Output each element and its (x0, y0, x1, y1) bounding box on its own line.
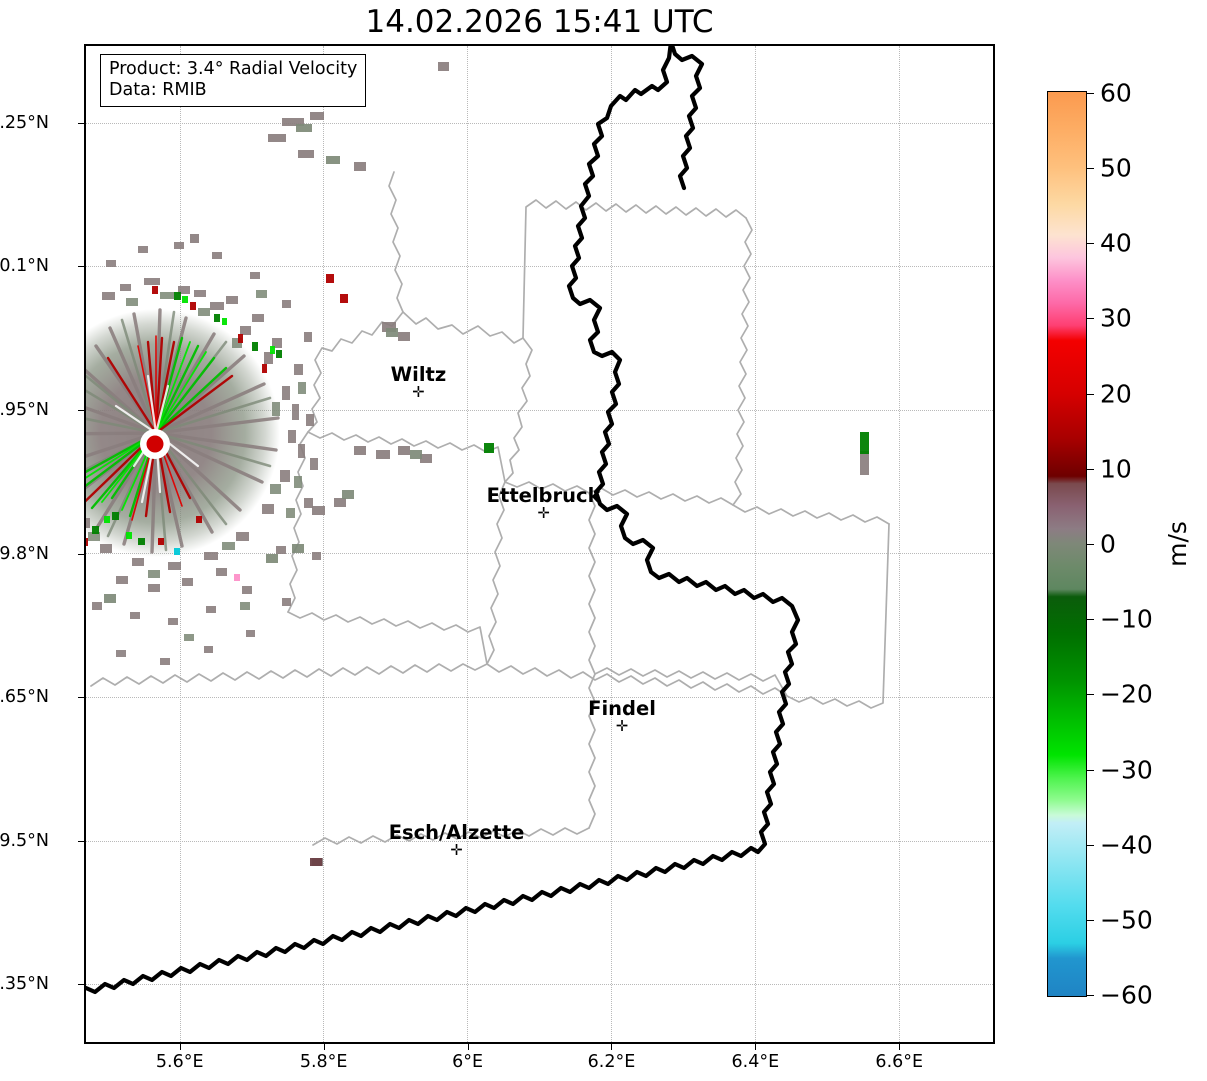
y-axis-tick-mark (78, 553, 84, 555)
city-label-esch-alzette: Esch/Alzette ✛ (388, 821, 525, 860)
gridline-horizontal (86, 553, 993, 555)
product-info-box: Product: 3.4° Radial Velocity Data: RMIB (100, 54, 367, 107)
gridline-vertical (467, 46, 469, 1042)
city-name: Ettelbruck (486, 484, 601, 508)
city-marker-icon: ✛ (450, 841, 463, 860)
isolated-echoes (190, 62, 869, 866)
map-plot-area[interactable]: Wiltz ✛ Ettelbruck ✛ Findel ✛ Esch/Alzette ✛ Pr… (84, 44, 995, 1044)
x-axis-tick-label: 6.6°E (875, 1052, 924, 1072)
city-name: Wiltz (390, 362, 447, 386)
colorbar-tick-mark (1087, 920, 1094, 922)
y-axis-tick-mark (78, 122, 84, 124)
x-axis-tick-label: 5.6°E (155, 1052, 204, 1072)
city-marker-icon: ✛ (537, 504, 550, 523)
colorbar-unit-label: m/s (1163, 521, 1192, 567)
gridline-horizontal (86, 122, 993, 125)
gridline-horizontal (86, 984, 993, 986)
gridline-horizontal (86, 409, 993, 412)
product-line: Product: 3.4° Radial Velocity (109, 59, 358, 79)
x-axis-tick-label: 6.2°E (587, 1052, 636, 1072)
geography-layer (86, 46, 890, 995)
colorbar-tick-label: 50 (1100, 153, 1132, 183)
colorbar-tick-label: 30 (1100, 303, 1132, 333)
y-axis-tick-mark (78, 266, 84, 268)
city-name: Findel (588, 696, 656, 720)
y-axis-tick-label: 49.65°N (0, 687, 49, 708)
y-axis-tick-label: 50.1°N (0, 256, 49, 277)
colorbar-gradient (1048, 92, 1086, 996)
y-axis-tick-label: 49.8°N (0, 543, 49, 564)
colorbar-tick-label: 20 (1100, 379, 1132, 409)
colorbar-tick-label: −10 (1100, 604, 1153, 634)
radar-site-marker (146, 435, 164, 453)
city-label-wiltz: Wiltz ✛ (390, 362, 447, 401)
colorbar-tick-mark (1087, 92, 1094, 94)
colorbar-tick-mark (1087, 243, 1094, 245)
city-label-findel: Findel ✛ (588, 696, 656, 735)
colorbar-tick-mark (1087, 694, 1094, 696)
x-axis-tick-label: 6.4°E (731, 1052, 780, 1072)
colorbar-tick-label: −40 (1100, 830, 1153, 860)
colorbar-tick-mark (1087, 167, 1094, 169)
colorbar-tick-label: 60 (1100, 78, 1132, 108)
gridline-vertical (899, 46, 901, 1042)
colorbar-tick-mark (1087, 544, 1094, 545)
gridline-horizontal (86, 696, 993, 699)
x-axis-tick-mark (179, 1044, 181, 1050)
page-title: 14.02.2026 15:41 UTC (365, 4, 714, 40)
colorbar-tick-label: 0 (1100, 529, 1116, 559)
y-axis-tick-mark (78, 984, 84, 986)
colorbar-tick-mark (1087, 393, 1094, 395)
colorbar-tick-mark (1087, 995, 1094, 997)
ground-clutter-echo (86, 62, 869, 866)
colorbar-tick-label: 10 (1100, 454, 1132, 484)
city-name: Esch/Alzette (388, 821, 525, 845)
y-axis-tick-mark (78, 409, 84, 411)
y-axis-tick-label: 49.35°N (0, 974, 49, 995)
data-source-line: Data: RMIB (109, 80, 207, 100)
city-label-ettelbruck: Ettelbruck ✛ (486, 484, 601, 523)
x-axis-tick-label: 6°E (452, 1052, 484, 1072)
colorbar-tick-label: −20 (1100, 679, 1153, 709)
y-axis-tick-label: 50.25°N (0, 112, 49, 133)
gridline-vertical (755, 46, 757, 1042)
x-axis-tick-mark (467, 1044, 469, 1050)
city-marker-icon: ✛ (412, 382, 425, 401)
colorbar-tick-mark (1087, 318, 1094, 320)
colorbar-tick-label: −30 (1100, 755, 1153, 785)
colorbar-tick-label: −60 (1100, 980, 1153, 1010)
y-axis-tick-mark (78, 840, 84, 842)
national-border (86, 46, 801, 995)
x-axis-tick-label: 5.8°E (299, 1052, 348, 1072)
gridline-vertical (323, 46, 325, 1042)
city-marker-icon: ✛ (615, 716, 629, 735)
colorbar-tick-label: 40 (1100, 228, 1132, 258)
colorbar-tick-mark (1087, 844, 1094, 846)
radar-echo-layer (86, 62, 869, 866)
x-axis-tick-mark (611, 1044, 613, 1050)
colorbar-tick-label: −50 (1100, 905, 1153, 935)
gridline-horizontal (86, 840, 993, 843)
x-axis-tick-mark (899, 1044, 901, 1050)
colorbar-tick-mark (1087, 468, 1094, 470)
x-axis-tick-mark (323, 1044, 325, 1050)
colorbar-tick-mark (1087, 619, 1094, 621)
gridline-horizontal (86, 266, 993, 268)
colorbar-tick-mark (1087, 769, 1094, 771)
y-axis-tick-label: 49.5°N (0, 830, 49, 851)
colorbar (1047, 91, 1087, 997)
gridline-vertical (611, 46, 613, 1042)
x-axis-tick-mark (755, 1044, 757, 1050)
y-axis-tick-mark (78, 697, 84, 699)
canton-boundaries (90, 171, 890, 846)
y-axis-tick-label: 49.95°N (0, 399, 49, 420)
